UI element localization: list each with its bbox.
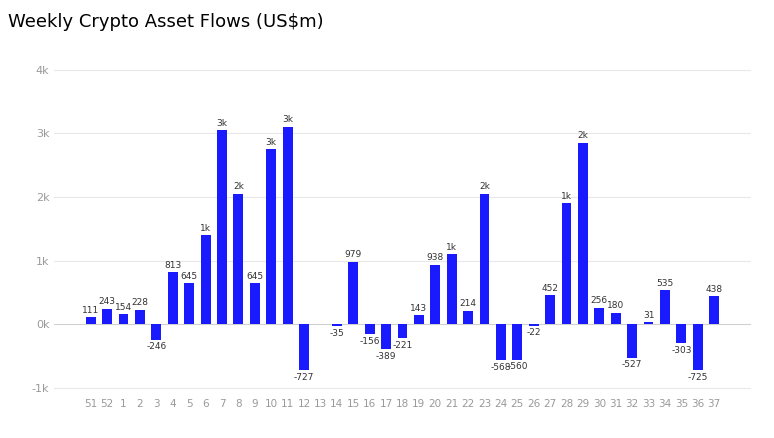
Text: 154: 154 xyxy=(115,303,132,312)
Bar xyxy=(250,283,260,324)
Text: 111: 111 xyxy=(82,306,99,314)
Bar xyxy=(529,324,539,325)
Text: 938: 938 xyxy=(426,253,444,262)
Bar xyxy=(102,309,112,324)
Text: 2k: 2k xyxy=(577,131,588,140)
Text: 228: 228 xyxy=(132,298,149,307)
Bar xyxy=(414,315,424,324)
Bar xyxy=(660,290,670,324)
Text: 645: 645 xyxy=(180,272,198,281)
Text: -156: -156 xyxy=(359,337,380,346)
Bar xyxy=(512,324,522,360)
Bar xyxy=(86,317,96,324)
Bar xyxy=(545,296,555,324)
Text: -35: -35 xyxy=(330,329,344,338)
Text: Weekly Crypto Asset Flows (US$m): Weekly Crypto Asset Flows (US$m) xyxy=(8,13,324,31)
Bar xyxy=(348,262,358,324)
Text: 214: 214 xyxy=(460,299,477,308)
Bar xyxy=(184,283,194,324)
Text: 1k: 1k xyxy=(446,243,457,252)
Text: 180: 180 xyxy=(607,301,625,310)
Bar xyxy=(332,324,342,326)
Text: 3k: 3k xyxy=(265,138,277,147)
Bar xyxy=(611,313,621,324)
Bar xyxy=(447,254,457,324)
Text: -727: -727 xyxy=(294,373,314,382)
Bar xyxy=(562,203,571,324)
Text: 256: 256 xyxy=(591,297,608,305)
Bar xyxy=(676,324,687,343)
Bar xyxy=(594,308,604,324)
Text: -303: -303 xyxy=(671,346,692,355)
Bar xyxy=(283,127,293,324)
Text: 438: 438 xyxy=(706,285,723,294)
Text: 1k: 1k xyxy=(561,192,572,201)
Text: -527: -527 xyxy=(622,360,642,369)
Text: 979: 979 xyxy=(344,251,362,259)
Text: -389: -389 xyxy=(376,352,396,360)
Bar xyxy=(693,324,703,371)
Text: 243: 243 xyxy=(98,297,115,306)
Text: 452: 452 xyxy=(542,284,559,293)
Bar xyxy=(627,324,637,358)
Bar xyxy=(430,265,440,324)
Text: 813: 813 xyxy=(164,261,181,270)
Bar xyxy=(644,322,653,324)
Bar xyxy=(266,149,276,324)
Bar xyxy=(168,272,178,324)
Text: 2k: 2k xyxy=(233,182,244,191)
Bar xyxy=(463,311,473,324)
Bar xyxy=(135,310,145,324)
Bar xyxy=(709,297,719,324)
Bar xyxy=(398,324,407,338)
Text: 535: 535 xyxy=(656,279,673,288)
Bar xyxy=(152,324,161,340)
Text: -221: -221 xyxy=(392,341,413,350)
Bar xyxy=(480,194,489,324)
Text: 31: 31 xyxy=(643,311,654,320)
Text: -22: -22 xyxy=(526,328,541,337)
Bar xyxy=(496,324,506,360)
Text: 3k: 3k xyxy=(217,119,228,127)
Bar xyxy=(217,130,227,324)
Bar xyxy=(365,324,375,334)
Text: 143: 143 xyxy=(410,304,427,313)
Text: 645: 645 xyxy=(246,272,263,281)
Text: -246: -246 xyxy=(146,343,166,351)
Bar xyxy=(299,324,309,371)
Text: -568: -568 xyxy=(491,363,511,372)
Text: 1k: 1k xyxy=(200,223,211,233)
Bar xyxy=(578,143,588,324)
Text: 3k: 3k xyxy=(283,115,293,124)
Text: -725: -725 xyxy=(687,373,708,382)
Bar xyxy=(200,235,211,324)
Bar xyxy=(118,314,128,324)
Text: -560: -560 xyxy=(507,362,528,371)
Bar xyxy=(234,194,243,324)
Bar xyxy=(381,324,391,349)
Text: 2k: 2k xyxy=(479,182,490,191)
